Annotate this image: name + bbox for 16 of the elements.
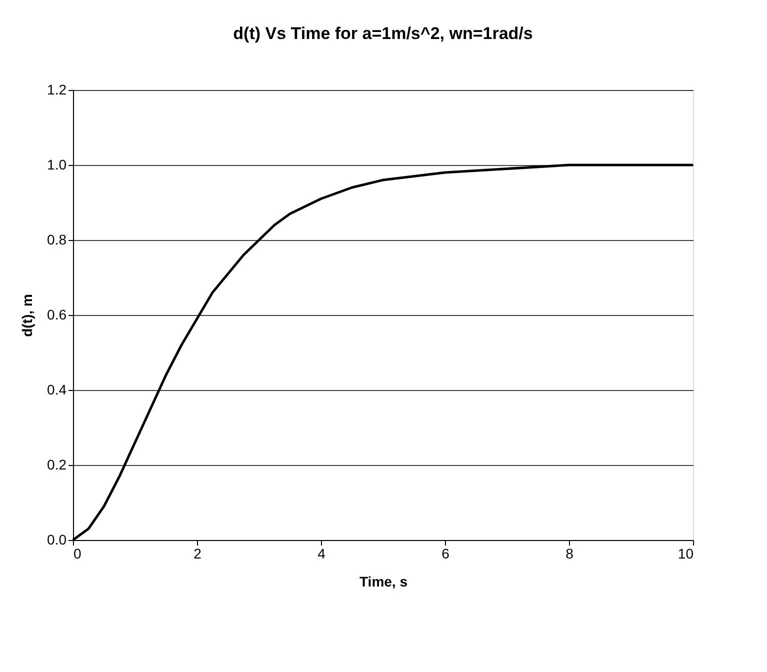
y-tick-label: 0.6	[47, 306, 67, 322]
y-axis-title: d(t), m	[19, 294, 36, 337]
y-tick-label: 1.2	[47, 82, 67, 98]
y-tick-label: 0.4	[47, 382, 67, 398]
x-tick-label: 8	[566, 546, 574, 562]
chart-title: d(t) Vs Time for a=1m/s^2, wn=1rad/s	[233, 24, 533, 43]
x-tick-label: 10	[678, 546, 694, 562]
y-tick-label: 1.0	[47, 156, 67, 172]
x-axis-title: Time, s	[360, 574, 408, 590]
y-tick-label: 0.0	[47, 532, 67, 548]
x-tick-label: 0	[74, 546, 82, 562]
y-tick-label: 0.8	[47, 232, 67, 248]
x-tick-label: 6	[442, 546, 450, 562]
y-tick-label: 0.2	[47, 456, 67, 472]
x-tick-label: 2	[194, 546, 202, 562]
x-tick-label: 4	[318, 546, 326, 562]
